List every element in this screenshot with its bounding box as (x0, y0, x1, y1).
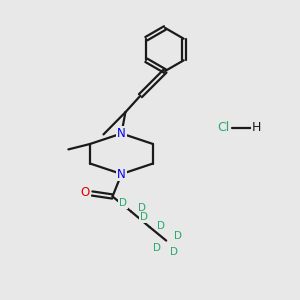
Text: D: D (153, 243, 160, 253)
Text: D: D (157, 220, 165, 231)
Text: N: N (117, 127, 126, 140)
Text: H: H (252, 121, 261, 134)
Text: D: D (174, 231, 182, 241)
Text: Cl: Cl (218, 121, 230, 134)
Text: O: O (81, 186, 90, 200)
Text: N: N (117, 167, 126, 181)
Text: D: D (170, 247, 178, 257)
Text: D: D (138, 203, 146, 213)
Text: D: D (119, 198, 127, 208)
Text: D: D (140, 212, 148, 223)
